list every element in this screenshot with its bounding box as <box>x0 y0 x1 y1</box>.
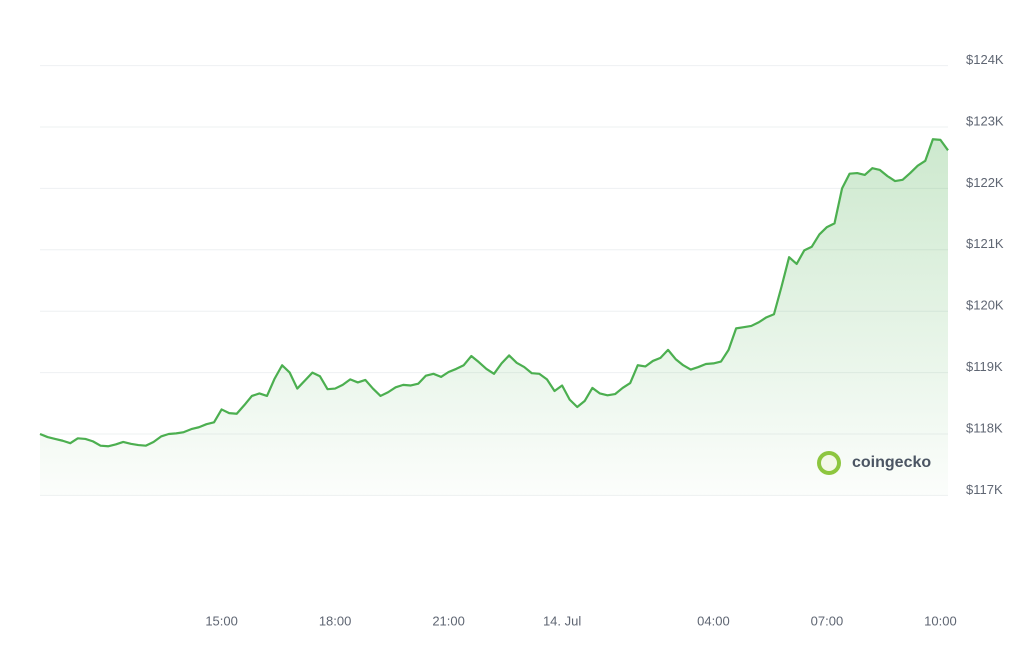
y-tick-label: $118K <box>966 420 1003 435</box>
watermark-logo-inner <box>821 455 837 471</box>
x-tick-label: 07:00 <box>811 613 844 628</box>
price-line <box>39 138 949 448</box>
x-tick-label: 15:00 <box>205 613 238 628</box>
x-tick-label: 10:00 <box>924 613 957 628</box>
x-tick-label: 21:00 <box>432 613 465 628</box>
y-tick-label: $121K <box>966 236 1004 251</box>
watermark: coingecko <box>817 451 931 475</box>
y-tick-label: $123K <box>966 113 1004 128</box>
y-tick-label: $117K <box>966 482 1003 497</box>
x-tick-label: 14. Jul <box>543 613 581 628</box>
y-tick-label: $124K <box>966 52 1004 67</box>
y-tick-label: $122K <box>966 175 1004 190</box>
x-tick-label: 04:00 <box>697 613 730 628</box>
watermark-text: coingecko <box>852 454 931 471</box>
y-tick-label: $119K <box>966 359 1003 374</box>
y-tick-label: $120K <box>966 298 1004 313</box>
x-tick-label: 18:00 <box>319 613 352 628</box>
price-area <box>40 139 948 496</box>
